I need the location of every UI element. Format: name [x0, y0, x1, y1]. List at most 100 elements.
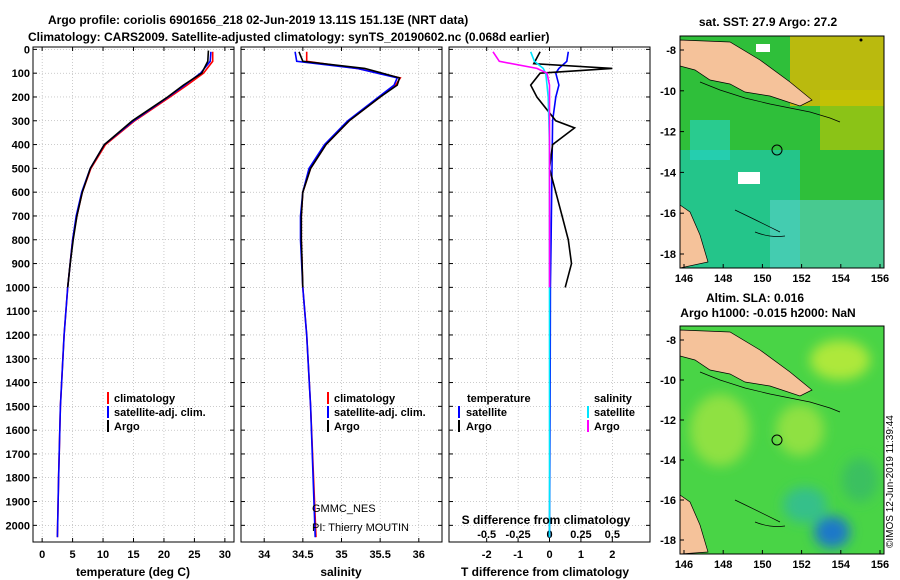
legend-argo-label: Argo — [334, 421, 360, 433]
temperature-series-satellite-adj-clim- — [56, 51, 212, 538]
difference-top-tick-label: 0.5 — [605, 529, 620, 541]
salinity-x-label: salinity — [320, 565, 362, 579]
depth-tick-label: 500 — [12, 163, 30, 175]
pi-credit: PI: Thierry MOUTIN — [312, 522, 409, 534]
map-lat-tick-label: -16 — [660, 495, 676, 507]
map-lon-tick-label: 156 — [871, 273, 889, 285]
map-lat-tick-label: -14 — [660, 167, 677, 179]
depth-tick-label: 400 — [12, 140, 30, 152]
sst-map-axes: 146 148 150 152 154 156 -8 -10 -12 -14 -16 -18 — [660, 45, 889, 285]
salinity-x-tick-label: 35 — [335, 549, 347, 561]
map-lon-tick-label: 150 — [753, 559, 771, 571]
temperature-x-tick-label: 20 — [158, 549, 170, 561]
sst-map-dot — [859, 38, 863, 42]
legend-temperature-title: temperature — [467, 393, 531, 405]
reef-contour — [734, 209, 786, 237]
salinity-series-climatology — [300, 51, 402, 538]
sla-map-frame — [679, 325, 885, 555]
reef-contour — [734, 499, 786, 527]
land-australia — [680, 494, 709, 554]
grid-layer — [33, 47, 650, 542]
land-new-guinea — [680, 329, 813, 397]
sla-low-patch — [814, 516, 850, 548]
temperature-x-tick-label: 15 — [127, 549, 139, 561]
depth-tick-label: 1800 — [6, 473, 30, 485]
depth-tick-label: 0 — [24, 44, 30, 56]
legend-climatology-label: climatology — [334, 393, 396, 405]
sst-cool-patch — [770, 200, 884, 268]
series-layer — [56, 50, 613, 538]
sla-low-patch — [842, 458, 878, 502]
depth-tick-label: 1000 — [6, 282, 30, 294]
difference-series-t-argo — [529, 51, 613, 288]
depth-tick-label: 1200 — [6, 330, 30, 342]
depth-tick-label: 900 — [12, 259, 30, 271]
difference-x-tick-label: -1 — [513, 549, 523, 561]
map-lat-tick-label: -18 — [660, 535, 676, 547]
map-lat-tick-label: -10 — [660, 375, 676, 387]
land-new-guinea — [680, 39, 813, 107]
temperature-x-label: temperature (deg C) — [76, 565, 190, 579]
map-lon-tick-label: 146 — [675, 273, 693, 285]
legend-satellite-label: satellite-adj. clim. — [114, 407, 206, 419]
sst-map-frame — [679, 35, 885, 269]
legend-salinity-title: salinity — [594, 393, 633, 405]
salinity-x-tick-label: 36 — [413, 549, 425, 561]
map-lat-tick-label: -12 — [660, 415, 676, 427]
difference-top-x-label: S difference from climatology — [462, 513, 631, 527]
sst-missing-data — [738, 172, 760, 184]
map-lat-tick-label: -14 — [660, 455, 677, 467]
depth-tick-label: 1100 — [6, 306, 30, 318]
sla-map-axes: 146 148 150 152 154 156 -8 -10 -12 -14 -16 -18 — [660, 335, 889, 571]
map-lat-tick-label: -12 — [660, 127, 676, 139]
difference-x-tick-label: 0 — [546, 549, 552, 561]
sla-high-patch — [690, 394, 750, 466]
legend-s-argo-label: Argo — [594, 421, 620, 433]
map-lon-tick-label: 146 — [675, 559, 693, 571]
sst-missing-data — [756, 44, 770, 52]
map-lon-tick-label: 152 — [792, 273, 810, 285]
depth-tick-label: 700 — [12, 211, 30, 223]
legend-climatology-label: climatology — [114, 393, 176, 405]
temperature-series-argo — [66, 50, 210, 288]
salinity-legend: climatology satellite-adj. clim. Argo — [327, 392, 426, 433]
difference-series-s-satellite — [529, 51, 551, 538]
figure-title-line2: Climatology: CARS2009. Satellite-adjuste… — [28, 30, 550, 44]
difference-x-tick-label: 1 — [578, 549, 584, 561]
temperature-x-tick-label: 25 — [188, 549, 200, 561]
sst-map — [679, 35, 885, 269]
salinity-x-tick-label: 34 — [258, 549, 271, 561]
temperature-x-tick-label: 5 — [70, 549, 76, 561]
depth-tick-label: 800 — [12, 235, 30, 247]
sst-map-title: sat. SST: 27.9 Argo: 27.2 — [699, 15, 838, 29]
depth-tick-label: 100 — [12, 68, 30, 80]
difference-x-label: T difference from climatology — [461, 565, 629, 579]
sst-warm-patch — [820, 90, 884, 150]
temperature-x-tick-label: 0 — [39, 549, 45, 561]
difference-x-tick-label: 2 — [609, 549, 615, 561]
sst-float-marker — [771, 144, 783, 156]
temperature-legend: climatology satellite-adj. clim. Argo — [107, 392, 206, 433]
imos-timestamp: ©IMOS 12-Jun-2019 11:39:44 — [885, 415, 896, 548]
legend-s-satellite-label: satellite — [594, 407, 635, 419]
map-lat-tick-label: -16 — [660, 208, 676, 220]
land-australia — [680, 204, 709, 268]
sla-map-title-line2: Argo h1000: -0.015 h2000: NaN — [680, 306, 855, 320]
legend-argo-label: Argo — [114, 421, 140, 433]
temperature-x-tick-label: 30 — [219, 549, 231, 561]
legend-t-argo-label: Argo — [466, 421, 492, 433]
salinity-x-tick-label: 34.5 — [292, 549, 313, 561]
difference-x-tick-label: -2 — [482, 549, 492, 561]
depth-tick-label: 1300 — [6, 354, 30, 366]
sla-high-patch — [810, 340, 870, 380]
depth-tick-label: 2000 — [6, 520, 30, 532]
map-lat-tick-label: -8 — [666, 45, 676, 57]
difference-series-s-argo — [492, 51, 551, 288]
map-lon-tick-label: 154 — [832, 273, 851, 285]
depth-tick-label: 1600 — [6, 425, 30, 437]
figure-title-line1: Argo profile: coriolis 6901656_218 02-Ju… — [48, 13, 468, 27]
gmmc-credit: GMMC_NES — [312, 503, 376, 515]
difference-series-t-satellite — [548, 51, 570, 538]
sla-map — [679, 325, 885, 555]
salinity-series-satellite-adj-clim- — [294, 51, 399, 538]
